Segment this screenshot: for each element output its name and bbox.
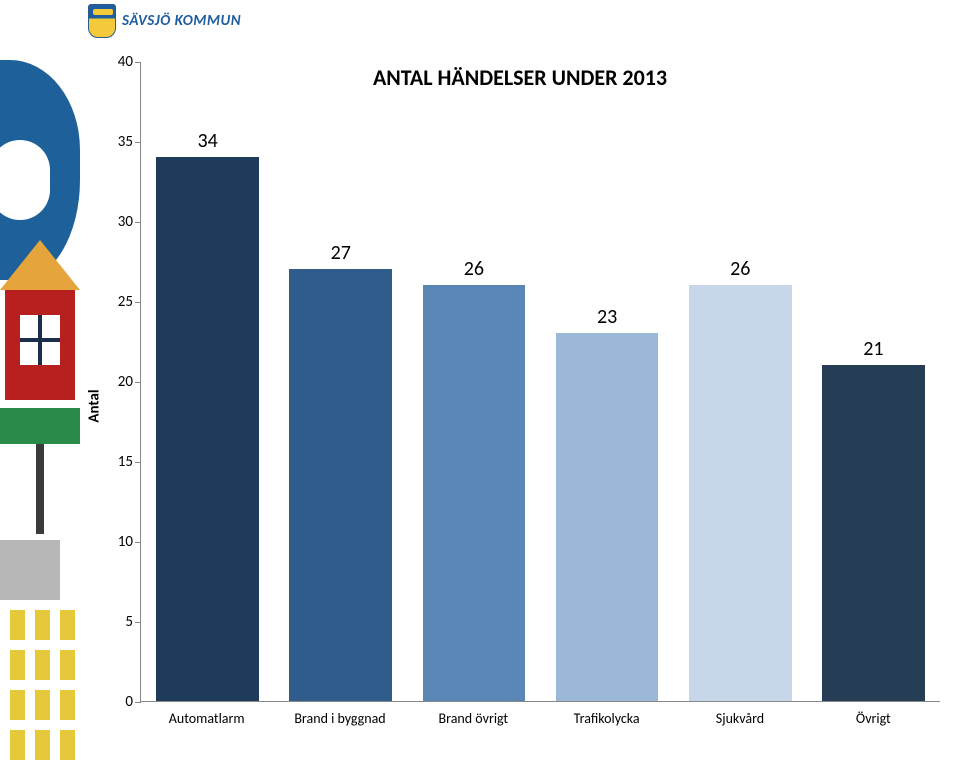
y-tick-label: 40 [99, 53, 133, 71]
bar: 26 [689, 285, 792, 701]
y-tick [135, 62, 141, 63]
bar-slot: 26 [407, 62, 540, 701]
logo-shield-icon [88, 4, 116, 38]
y-tick [135, 382, 141, 383]
logo: SÄVSJÖ KOMMUN [88, 4, 241, 38]
bar-value-label: 26 [423, 257, 526, 281]
bar: 23 [556, 333, 659, 701]
x-tick-label: Automatlarm [140, 706, 273, 727]
x-axis: AutomatlarmBrand i byggnadBrand övrigtTr… [140, 706, 940, 727]
y-tick-label: 10 [99, 533, 133, 551]
decor-house [0, 240, 80, 420]
bar: 34 [156, 157, 259, 701]
bars-container: 342726232621 [141, 62, 940, 701]
bar-value-label: 27 [289, 241, 392, 265]
y-tick-label: 35 [99, 133, 133, 151]
y-axis-label: Antal [86, 389, 104, 422]
decor-blob-cut [0, 140, 50, 220]
y-tick-label: 5 [99, 613, 133, 631]
decor-brickwall [0, 600, 80, 765]
y-tick [135, 702, 141, 703]
bar-slot: 34 [141, 62, 274, 701]
bar: 26 [423, 285, 526, 701]
y-tick-label: 15 [99, 453, 133, 471]
y-tick-label: 25 [99, 293, 133, 311]
bar-slot: 26 [674, 62, 807, 701]
y-tick [135, 622, 141, 623]
logo-text: SÄVSJÖ KOMMUN [122, 12, 241, 30]
x-tick-label: Trafikolycka [540, 706, 673, 727]
y-tick-label: 30 [99, 213, 133, 231]
x-tick-label: Brand övrigt [407, 706, 540, 727]
bar-slot: 27 [274, 62, 407, 701]
decor-post [36, 444, 44, 534]
y-tick [135, 542, 141, 543]
bar: 27 [289, 269, 392, 701]
y-tick [135, 462, 141, 463]
bar-slot: 21 [807, 62, 940, 701]
y-tick-label: 0 [99, 693, 133, 711]
decor-hedge [0, 408, 80, 444]
y-tick [135, 222, 141, 223]
chart: ANTAL HÄNDELSER UNDER 2013 Antal 3427262… [80, 56, 960, 756]
x-tick-label: Övrigt [807, 706, 940, 727]
y-tick-label: 20 [99, 373, 133, 391]
bar: 21 [822, 365, 925, 701]
left-decor-strip [0, 0, 80, 765]
bar-value-label: 26 [689, 257, 792, 281]
bar-value-label: 21 [822, 337, 925, 361]
x-tick-label: Sjukvård [673, 706, 806, 727]
bar-value-label: 34 [156, 129, 259, 153]
bar-value-label: 23 [556, 305, 659, 329]
plot-area: 342726232621 0510152025303540 [140, 62, 940, 702]
y-tick [135, 142, 141, 143]
decor-box [0, 540, 60, 600]
bar-slot: 23 [541, 62, 674, 701]
y-tick [135, 302, 141, 303]
x-tick-label: Brand i byggnad [273, 706, 406, 727]
